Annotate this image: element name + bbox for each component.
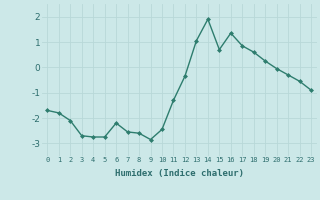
X-axis label: Humidex (Indice chaleur): Humidex (Indice chaleur)	[115, 169, 244, 178]
